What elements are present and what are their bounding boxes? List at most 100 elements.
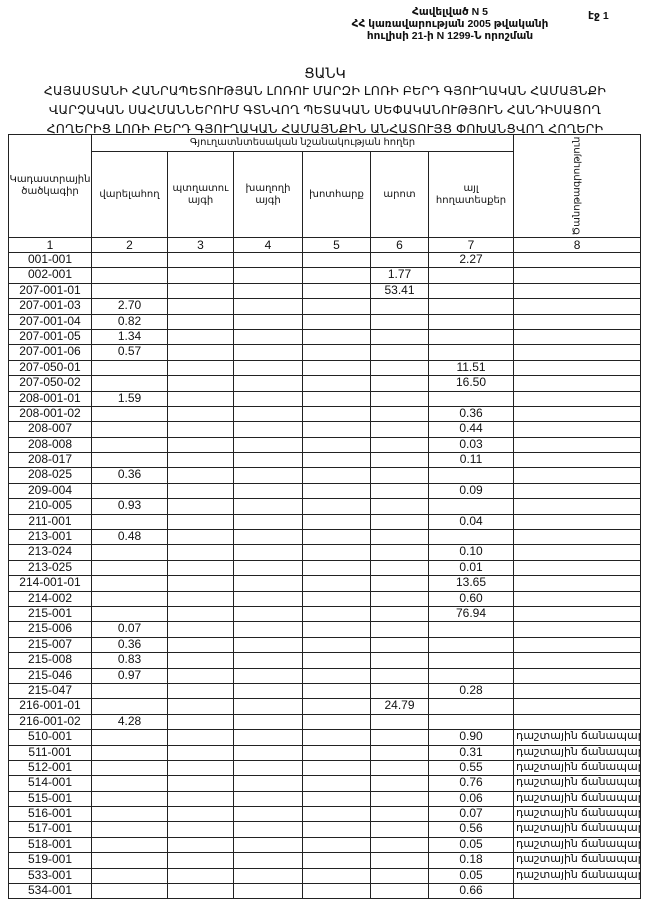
cadastral-code-cell: 214-001-01 — [8, 575, 92, 592]
area-cell — [302, 713, 371, 731]
area-cell — [302, 467, 371, 484]
area-cell: 0.04 — [427, 513, 515, 531]
note-cell: դաշտային ճանապարհ — [513, 729, 642, 746]
table-row: 215-007 0.36 — [8, 636, 642, 654]
cadastral-code-cell: 214-002 — [8, 590, 92, 607]
note-cell: դաշտային ճանապարհ — [513, 759, 642, 777]
table-row: 215-008 0.83 — [8, 652, 642, 669]
area-cell: 0.03 — [427, 436, 515, 454]
area-cell — [302, 375, 371, 392]
area-cell — [427, 652, 515, 669]
area-cell — [233, 775, 303, 792]
cadastral-code-cell: 512-001 — [8, 759, 92, 777]
table-row: 210-005 0.93 — [8, 498, 642, 515]
area-cell: 0.07 — [427, 806, 515, 823]
subtitle-line: ՀՈՂԵՐԻՑ ԼՈՌԻ ԲԵՐԴ ԳՅՈՒՂԱԿԱՆ ՀԱՄԱՅՆՔԻՆ ԱՆ… — [46, 122, 604, 136]
area-cell — [91, 251, 168, 269]
area-cell — [302, 636, 371, 654]
cadastral-code-cell: 208-001-02 — [8, 405, 92, 423]
cadastral-code-cell: 001-001 — [8, 251, 92, 269]
area-cell — [370, 667, 429, 684]
table-row: 216-001-02 4.28 — [8, 713, 642, 731]
table-row: 213-025 0.01 — [8, 559, 642, 577]
table-row: 534-001 0.66 — [8, 883, 642, 900]
area-cell — [167, 698, 234, 715]
area-cell — [167, 482, 234, 500]
area-cell — [233, 436, 303, 454]
area-cell: 0.01 — [427, 559, 515, 577]
area-cell — [370, 467, 429, 484]
note-cell — [513, 267, 642, 284]
area-cell — [167, 559, 234, 577]
area-cell — [167, 390, 234, 407]
note-cell: դաշտային ճանապարհ — [513, 775, 642, 792]
area-cell: 1.77 — [370, 267, 429, 284]
area-cell — [167, 682, 234, 700]
area-cell — [233, 729, 303, 746]
area-cell — [370, 452, 429, 469]
area-cell: 76.94 — [427, 605, 515, 623]
table-row: 215-046 0.97 — [8, 667, 642, 684]
area-cell: 0.57 — [91, 344, 168, 361]
table-row: 001-001 2.27 — [8, 251, 642, 269]
note-cell: դաշտային ճանապարհ — [513, 836, 642, 854]
area-cell — [167, 621, 234, 638]
area-cell — [370, 744, 429, 761]
area-cell — [427, 636, 515, 654]
cadastral-code-cell: 211-001 — [8, 513, 92, 531]
area-cell — [233, 375, 303, 392]
document-subtitle: ՀԱՅԱՍՏԱՆԻ ՀԱՆՐԱՊԵՏՈՒԹՅԱՆ ԼՈՌՈՒ ՄԱՐԶԻ ԼՈՌ… — [10, 82, 640, 139]
cadastral-code-cell: 209-004 — [8, 482, 92, 500]
area-cell — [91, 513, 168, 531]
area-cell — [302, 575, 371, 592]
column-header-vineyard: խաղողի այգի — [233, 151, 303, 238]
area-cell — [427, 667, 515, 684]
area-cell: 0.76 — [427, 775, 515, 792]
column-number: 1 — [8, 237, 92, 253]
area-cell — [302, 513, 371, 531]
area-cell — [167, 251, 234, 269]
area-cell — [370, 652, 429, 669]
area-cell: 0.60 — [427, 590, 515, 607]
area-cell — [302, 744, 371, 761]
area-cell — [302, 729, 371, 746]
area-cell — [370, 251, 429, 269]
cadastral-code-cell: 517-001 — [8, 821, 92, 838]
area-cell — [370, 328, 429, 346]
area-cell — [91, 544, 168, 561]
area-cell — [370, 405, 429, 423]
area-cell: 0.07 — [91, 621, 168, 638]
area-cell — [167, 744, 234, 761]
area-cell — [91, 821, 168, 838]
note-cell — [513, 436, 642, 454]
area-cell — [167, 775, 234, 792]
cadastral-code-cell: 511-001 — [8, 744, 92, 761]
area-cell — [302, 498, 371, 515]
area-cell — [91, 375, 168, 392]
area-cell — [302, 344, 371, 361]
note-cell — [513, 713, 642, 731]
area-cell: 0.05 — [427, 836, 515, 854]
cadastral-code-cell: 208-008 — [8, 436, 92, 454]
cadastral-code-cell: 002-001 — [8, 267, 92, 284]
area-cell — [91, 421, 168, 438]
note-cell — [513, 282, 642, 300]
table-row: 518-001 0.05 դաշտային ճանապարհ — [8, 836, 642, 854]
area-cell — [302, 682, 371, 700]
note-header-text: Ծանոթագրություն — [571, 136, 583, 236]
area-cell — [91, 605, 168, 623]
cadastral-code-cell: 207-050-02 — [8, 375, 92, 392]
area-cell — [167, 452, 234, 469]
table-row: 213-024 0.10 — [8, 544, 642, 561]
cadastral-code-cell: 215-046 — [8, 667, 92, 684]
cadastral-code-cell: 516-001 — [8, 806, 92, 823]
area-cell — [233, 790, 303, 808]
table-row: 514-001 0.76 դաշտային ճանապարհ — [8, 775, 642, 792]
area-cell — [427, 698, 515, 715]
area-cell — [167, 852, 234, 869]
area-cell — [167, 359, 234, 377]
area-cell: 0.66 — [427, 883, 515, 900]
cadastral-code-cell: 518-001 — [8, 836, 92, 854]
area-cell — [167, 790, 234, 808]
area-cell — [167, 498, 234, 515]
